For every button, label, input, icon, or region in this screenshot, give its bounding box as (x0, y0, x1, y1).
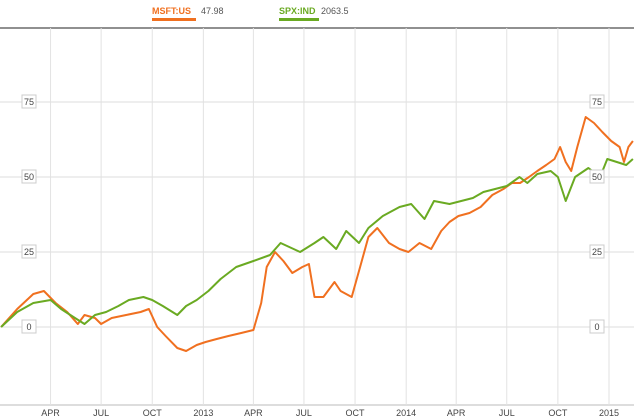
y-tick-label-right: 50 (592, 172, 602, 182)
y-tick-box-right (589, 169, 605, 184)
series-line-msft-us[interactable] (0, 116, 634, 352)
y-tick-label-right: 0 (594, 322, 599, 332)
x-tick-label: OCT (548, 408, 568, 418)
x-tick-label: OCT (143, 408, 163, 418)
series-group (0, 116, 634, 352)
y-tick-box-right (589, 94, 605, 109)
y-tick-label-left: 0 (26, 322, 31, 332)
legend-swatch-msft (152, 18, 196, 21)
x-tick-label: 2013 (193, 408, 213, 418)
legend-swatch-spx (279, 18, 319, 21)
y-tick-label-left: 75 (24, 97, 34, 107)
y-tick-box-left (21, 319, 37, 334)
x-tick-label: JUL (499, 408, 515, 418)
legend: MSFT:US 47.98 SPX:IND 2063.5 (152, 6, 349, 21)
x-tick-label: OCT (346, 408, 366, 418)
x-tick-label: JUL (296, 408, 312, 418)
x-tick-label: 2015 (599, 408, 619, 418)
y-tick-label-right: 75 (592, 97, 602, 107)
x-tick-label: APR (41, 408, 60, 418)
legend-item-spx[interactable]: SPX:IND 2063.5 (279, 6, 349, 21)
x-tick-label: APR (244, 408, 263, 418)
y-tick-label-left: 25 (24, 247, 34, 257)
y-tick-labels: 0 0 25 25 50 50 75 75 (21, 94, 605, 334)
legend-value-msft: 47.98 (201, 6, 224, 16)
y-tick-box-left (21, 169, 37, 184)
y-tick-box-right (589, 244, 605, 259)
y-tick-box-left (21, 244, 37, 259)
legend-name-spx: SPX:IND (279, 6, 316, 16)
x-tick-label: 2014 (396, 408, 416, 418)
legend-item-msft[interactable]: MSFT:US 47.98 (152, 6, 224, 21)
x-tick-label: APR (447, 408, 466, 418)
y-tick-box-right (589, 319, 605, 334)
legend-value-spx: 2063.5 (321, 6, 349, 16)
grid (0, 28, 634, 405)
y-tick-label-left: 50 (24, 172, 34, 182)
y-tick-box-left (21, 94, 37, 109)
legend-name-msft: MSFT:US (152, 6, 191, 16)
y-tick-label-right: 25 (592, 247, 602, 257)
x-tick-labels: APR JUL OCT 2013 APR JUL OCT 2014 APR JUL OCT 2015 (41, 408, 619, 418)
x-tick-label: JUL (93, 408, 109, 418)
series-line-spx-ind[interactable] (0, 158, 634, 328)
